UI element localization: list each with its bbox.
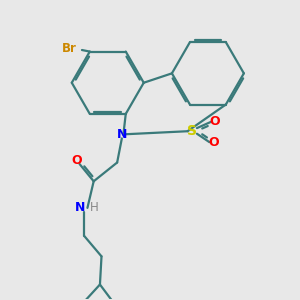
Text: Br: Br	[62, 42, 77, 55]
Text: N: N	[75, 201, 86, 214]
Text: S: S	[187, 124, 197, 138]
Text: O: O	[72, 154, 83, 167]
Text: O: O	[208, 136, 218, 149]
Text: N: N	[117, 128, 127, 141]
Text: O: O	[209, 115, 220, 128]
Text: H: H	[90, 201, 99, 214]
